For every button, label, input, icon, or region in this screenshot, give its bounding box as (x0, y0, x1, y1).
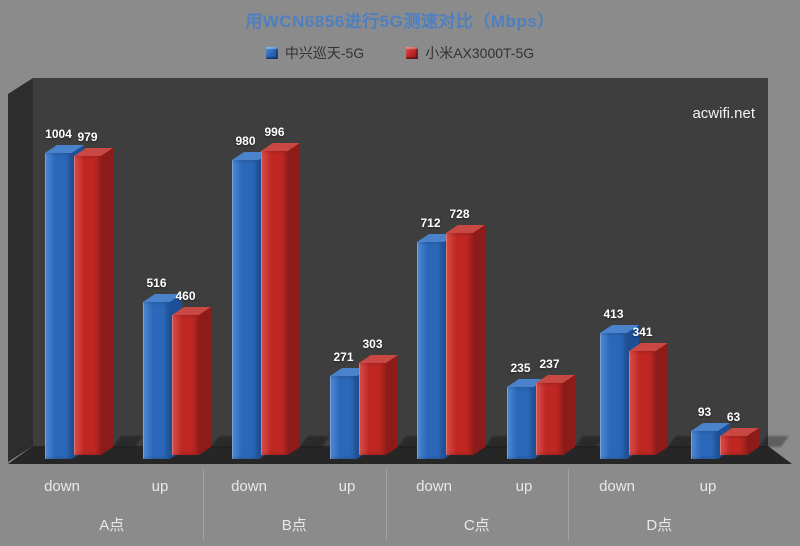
value-label: 235 (510, 361, 531, 375)
group-label: A点 (99, 517, 125, 534)
bar-top-face (720, 428, 759, 436)
bar-top-face (691, 423, 730, 431)
group-label: D点 (646, 517, 673, 534)
bar-top-face (629, 343, 668, 351)
bar-side-face (656, 343, 668, 455)
legend-marker-red-icon (406, 47, 419, 59)
legend-marker-blue-icon (265, 47, 278, 59)
bar-red (720, 436, 747, 455)
group-label: B点 (281, 517, 307, 534)
bar-red (446, 233, 473, 455)
bar-top-face (417, 234, 456, 242)
legend-label-xiaomi: 小米AX3000T-5G (425, 45, 535, 61)
bar-blue (417, 242, 444, 459)
value-label: 271 (333, 350, 354, 364)
bar-blue (330, 376, 357, 459)
axis-divider (568, 469, 569, 540)
bar-blue (143, 302, 170, 459)
value-label: 237 (539, 357, 560, 371)
bar-side-face (288, 143, 300, 455)
bar-top-face (261, 143, 300, 151)
plot-floor (8, 446, 792, 464)
bar-blue (45, 153, 72, 459)
x-axis-label: down (416, 478, 452, 495)
bar-top-face (536, 375, 575, 383)
bar-side-face (747, 428, 759, 455)
bar-top-face (507, 379, 546, 387)
bar-red (172, 315, 199, 455)
legend-label-zte: 中兴巡天-5G (284, 45, 365, 61)
x-axis-label: up (515, 478, 533, 495)
legend: 中兴巡天-5G 小米AX3000T-5G (0, 43, 800, 63)
bar-top-face (446, 225, 485, 233)
legend-item-zte: 中兴巡天-5G (265, 43, 365, 63)
value-label: 341 (632, 325, 653, 339)
x-axis-label: up (151, 478, 169, 495)
bar-side-face (386, 355, 398, 455)
value-label: 63 (726, 410, 741, 424)
watermark: acwifi.net (692, 105, 755, 122)
bar-side-face (199, 307, 211, 455)
group-label: C点 (463, 517, 490, 534)
plot-left-wall (8, 78, 33, 462)
x-axis-label: down (599, 478, 635, 495)
bar-top-face (359, 355, 398, 363)
value-label: 303 (362, 337, 383, 351)
value-label: 728 (449, 207, 470, 221)
bar-blue (600, 333, 627, 459)
legend-item-xiaomi: 小米AX3000T-5G (406, 43, 534, 63)
bar-red (261, 151, 288, 455)
bar-side-face (101, 148, 113, 455)
value-label: 93 (697, 405, 712, 419)
bar-top-face (600, 325, 639, 333)
axis-divider (385, 469, 387, 540)
bar-top-face (143, 294, 182, 302)
bar-blue (691, 431, 718, 459)
bar-blue (232, 160, 259, 459)
x-axis-label: up (699, 478, 717, 495)
bar-top-face (330, 368, 369, 376)
value-label: 996 (264, 125, 285, 139)
x-axis-label: up (338, 478, 356, 495)
value-label: 712 (420, 216, 441, 230)
bar-side-face (563, 375, 575, 455)
axis-divider (203, 469, 204, 540)
chart-title: 用WCN6856进行5G测速对比（Mbps） (245, 12, 555, 31)
x-axis-label: down (44, 478, 80, 495)
bar-red (536, 383, 563, 455)
bar-blue (507, 387, 534, 459)
value-label: 516 (146, 276, 167, 290)
value-label: 460 (175, 289, 196, 303)
bar-red (359, 363, 386, 455)
bar-red (74, 156, 101, 455)
bar-top-face (232, 152, 271, 160)
bar-side-face (473, 225, 485, 455)
x-axis-label: down (231, 478, 267, 495)
value-label: 980 (235, 134, 256, 148)
bar-top-face (172, 307, 211, 315)
bar-top-face (74, 148, 113, 156)
value-label: 1004 (45, 127, 72, 141)
value-label: 413 (603, 307, 624, 321)
value-label: 979 (77, 130, 98, 144)
bar-top-face (45, 145, 84, 153)
bar-red (629, 351, 656, 455)
